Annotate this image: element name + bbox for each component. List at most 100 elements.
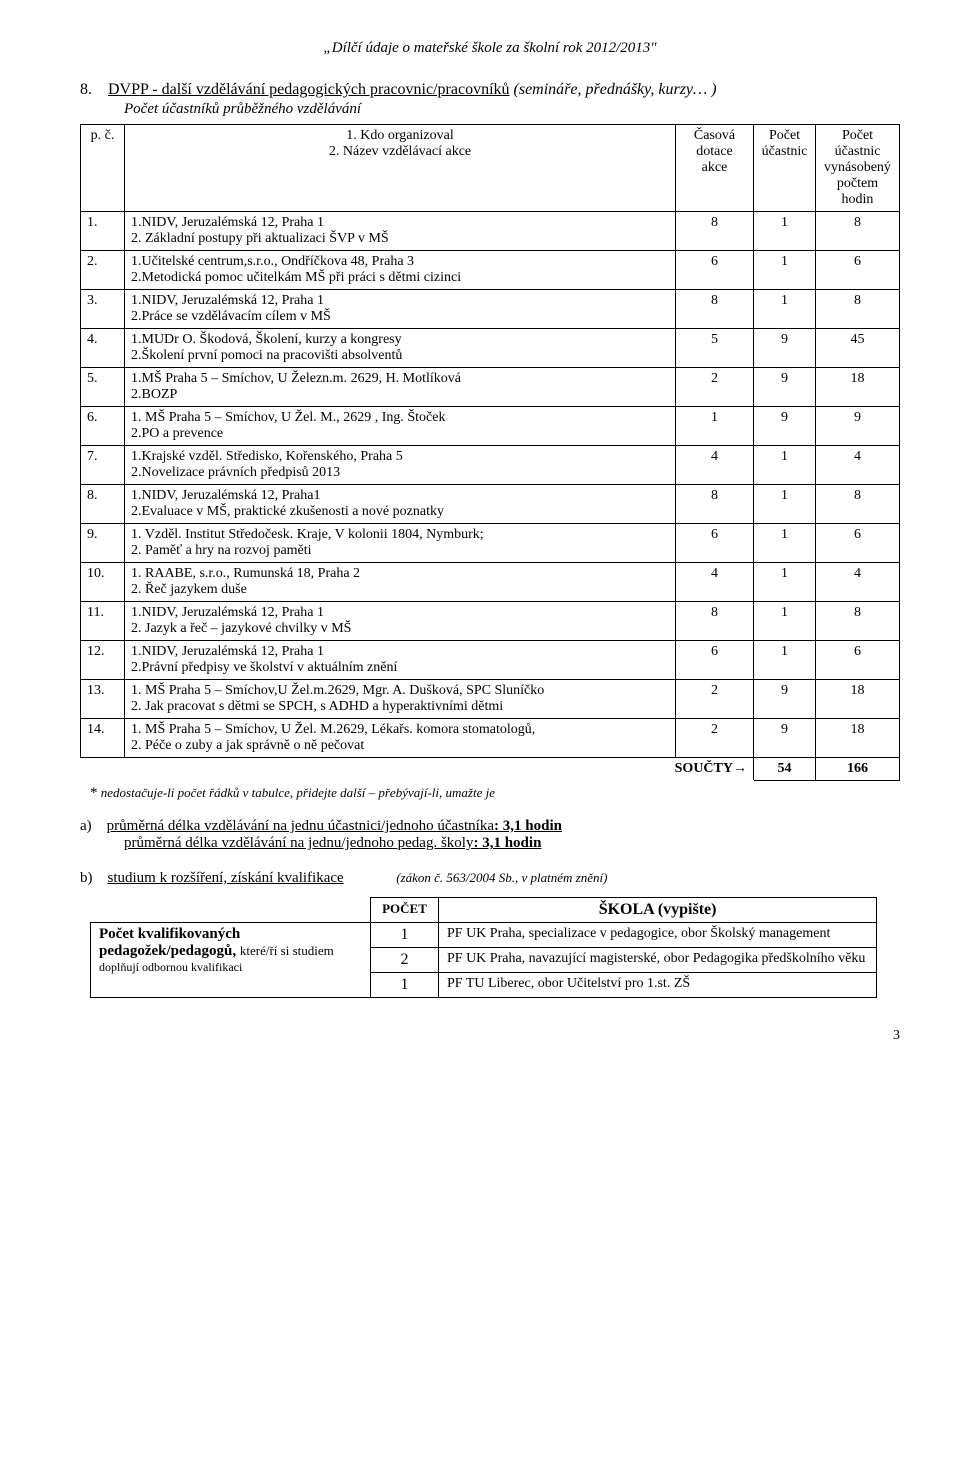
hdr-left: 1. Kdo organizoval 2. Název vzdělávací a… [125,125,676,212]
qual-blank [91,898,371,923]
hdr-pc: p. č. [81,125,125,212]
row-c3: 8 [816,212,900,251]
row-c1: 2 [676,719,754,758]
row-c2: 9 [754,407,816,446]
qual-n-1: 2 [371,948,439,973]
row-l2: 2.Práce se vzdělávacím cílem v MŠ [131,309,669,325]
row-l1: 1. RAABE, s.r.o., Rumunská 18, Praha 2 [131,566,669,582]
table-row: 12. 1.NIDV, Jeruzalémská 12, Praha 12.Prá… [81,641,900,680]
row-desc: 1.NIDV, Jeruzalémská 12, Praha 12. Jazyk… [125,602,676,641]
row-num: 2. [81,251,125,290]
row-c3: 8 [816,290,900,329]
row-desc: 1. RAABE, s.r.o., Rumunská 18, Praha 22.… [125,563,676,602]
section-num: 8. [80,81,92,98]
row-c2: 9 [754,368,816,407]
row-desc: 1.NIDV, Jeruzalémská 12, Praha12.Evaluac… [125,485,676,524]
row-c3: 8 [816,602,900,641]
row-num: 8. [81,485,125,524]
row-c3: 9 [816,407,900,446]
row-l1: 1.MŠ Praha 5 – Smíchov, U Železn.m. 2629… [131,371,669,387]
row-c3: 45 [816,329,900,368]
section-tail: (semináře, přednášky, kurzy… ) [514,81,717,98]
row-c1: 2 [676,368,754,407]
qual-hdr-count: POČET [371,898,439,923]
row-l1: 1.MUDr O. Škodová, Školení, kurzy a kong… [131,332,669,348]
page-header: „Dílčí údaje o mateřské škole za školní … [80,40,900,57]
row-c3: 4 [816,563,900,602]
row-c3: 6 [816,251,900,290]
item-a: a) průměrná délka vzdělávání na jednu úč… [80,818,900,852]
row-c3: 6 [816,641,900,680]
row-c1: 8 [676,485,754,524]
row-l2: 2.BOZP [131,387,669,403]
row-l1: 1.NIDV, Jeruzalémská 12, Praha 1 [131,644,669,660]
table-row: 4.1.MUDr O. Škodová, Školení, kurzy a ko… [81,329,900,368]
row-c2: 1 [754,290,816,329]
row-num: 7. [81,446,125,485]
qual-left-l1: Počet kvalifikovaných [99,926,362,943]
row-num: 12. [81,641,125,680]
row-desc: 1.NIDV, Jeruzalémská 12, Praha 12. Zákla… [125,212,676,251]
row-num: 5. [81,368,125,407]
row-c1: 8 [676,290,754,329]
table-row: 13.1. MŠ Praha 5 – Smíchov,U Žel.m.2629,… [81,680,900,719]
row-c1: 4 [676,563,754,602]
footnote-star: * [90,785,98,801]
row-l1: 1.NIDV, Jeruzalémská 12, Praha 1 [131,605,669,621]
row-l2: 2.Novelizace právních předpisů 2013 [131,465,669,481]
qual-left-cell: Počet kvalifikovaných pedagožek/pedagogů… [91,923,371,998]
sum-label: SOUČTY→ [81,758,754,781]
row-l2: 2.Právní předpisy ve školství v aktuální… [131,660,669,676]
a-line2-bold: : 3,1 hodin [473,835,541,851]
hdr-dotace: Časová dotace akce [676,125,754,212]
row-num: 9. [81,524,125,563]
row-c1: 6 [676,641,754,680]
row-desc: 1. Vzděl. Institut Středočesk. Kraje, V … [125,524,676,563]
row-desc: 1. MŠ Praha 5 – Smíchov, U Žel. M., 2629… [125,407,676,446]
table-row: 6.1. MŠ Praha 5 – Smíchov, U Žel. M., 26… [81,407,900,446]
row-num: 3. [81,290,125,329]
row-c3: 8 [816,485,900,524]
row-c1: 2 [676,680,754,719]
row-num: 11. [81,602,125,641]
a-line1-pre: průměrná délka vzdělávání na jednu účast… [107,818,494,834]
row-c2: 9 [754,680,816,719]
footnote: * nedostačuje-li počet řádků v tabulce, … [90,785,900,802]
row-num: 10. [81,563,125,602]
row-l1: 1. MŠ Praha 5 – Smíchov, U Žel. M., 2629… [131,410,669,426]
table-row: 1.1.NIDV, Jeruzalémská 12, Praha 12. Zák… [81,212,900,251]
row-desc: 1.Učitelské centrum,s.r.o., Ondříčkova 4… [125,251,676,290]
hdr-left-1: 1. Kdo organizoval [131,128,669,144]
row-c1: 8 [676,602,754,641]
row-l2: 2. Péče o zuby a jak správně o ně pečova… [131,738,669,754]
table-row: 9. 1. Vzděl. Institut Středočesk. Kraje, … [81,524,900,563]
row-l1: 1. MŠ Praha 5 – Smíchov, U Žel. M.2629, … [131,722,669,738]
row-desc: 1.MUDr O. Škodová, Školení, kurzy a kong… [125,329,676,368]
row-num: 1. [81,212,125,251]
row-l1: 1.Krajské vzděl. Středisko, Kořenského, … [131,449,669,465]
row-desc: 1. MŠ Praha 5 – Smíchov, U Žel. M.2629, … [125,719,676,758]
table-row: 11.1.NIDV, Jeruzalémská 12, Praha 12. Ja… [81,602,900,641]
table-row: 7. 1.Krajské vzděl. Středisko, Kořenského… [81,446,900,485]
row-num: 13. [81,680,125,719]
qual-left-l2a: pedagožek/pedagogů, [99,943,240,959]
item-b: b) studium k rozšíření, získání kvalifik… [80,870,900,887]
qual-left-l2b: které/ří si studiem [240,943,334,958]
row-c2: 1 [754,212,816,251]
row-c1: 8 [676,212,754,251]
sum-v1: 54 [754,758,816,781]
row-l2: 2. Jazyk a řeč – jazykové chvilky v MŠ [131,621,669,637]
row-c2: 1 [754,524,816,563]
row-c2: 1 [754,602,816,641]
row-l2: 2. Jak pracovat s dětmi se SPCH, s ADHD … [131,699,669,715]
row-c1: 1 [676,407,754,446]
row-l2: 2.Školení první pomoci na pracovišti abs… [131,348,669,364]
row-c2: 1 [754,563,816,602]
row-l1: 1. Vzděl. Institut Středočesk. Kraje, V … [131,527,669,543]
row-l1: 1.NIDV, Jeruzalémská 12, Praha 1 [131,215,669,231]
marker-a: a) [80,818,92,834]
row-c2: 1 [754,641,816,680]
marker-b: b) [80,870,93,886]
row-c3: 4 [816,446,900,485]
row-l2: 2. Základní postupy při aktualizaci ŠVP … [131,231,669,247]
